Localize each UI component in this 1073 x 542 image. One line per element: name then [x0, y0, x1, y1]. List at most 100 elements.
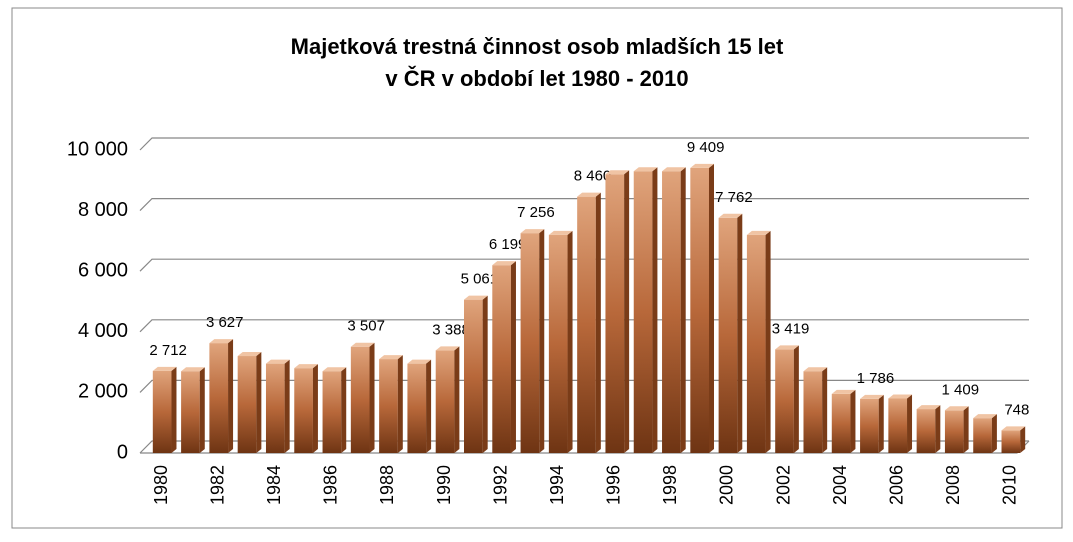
x-tick-label: 1992	[490, 465, 510, 505]
bar-top	[294, 364, 318, 369]
bar-top	[746, 230, 771, 235]
bar	[350, 346, 370, 453]
bar	[209, 343, 229, 453]
bar-side	[935, 405, 941, 453]
x-tick-label: 2004	[830, 465, 850, 505]
bar-top	[265, 359, 290, 364]
x-tick-label: 1986	[321, 465, 341, 505]
chart-title: v ČR v období let 1980 - 2010	[385, 66, 688, 91]
bar-side	[482, 295, 488, 453]
value-label: 7 762	[715, 189, 753, 206]
bar-top	[548, 230, 573, 235]
bar-side	[822, 367, 828, 453]
x-tick-label: 2008	[943, 465, 963, 505]
bar-top	[860, 394, 884, 399]
bar	[407, 363, 427, 453]
x-tick-label: 1984	[264, 465, 284, 505]
y-tick-label: 2 000	[78, 381, 128, 403]
bar	[746, 234, 766, 453]
bar-top	[662, 167, 686, 172]
value-label: 3 419	[772, 320, 810, 337]
y-tick-label: 4 000	[78, 320, 128, 342]
bar	[435, 350, 455, 453]
bar	[944, 410, 964, 453]
bar	[181, 371, 200, 453]
bar-side	[1020, 426, 1026, 453]
bar-side	[624, 170, 630, 454]
bar	[916, 409, 936, 453]
x-tick-label: 1996	[604, 465, 624, 505]
value-label: 7 256	[517, 204, 555, 221]
value-label: 5 061	[461, 271, 499, 288]
chart-title: Majetková trestná činnost osob mladších …	[291, 34, 784, 59]
bar	[152, 370, 172, 453]
x-tick-label: 2006	[886, 465, 906, 505]
bar	[662, 171, 681, 453]
y-tick-label: 10 000	[67, 138, 128, 160]
value-label: 3 388	[432, 321, 470, 338]
bar	[888, 398, 908, 453]
grid-line	[139, 198, 1029, 212]
bar	[464, 299, 483, 453]
bar-top	[916, 405, 941, 410]
bar	[775, 349, 794, 453]
x-tick-label: 2000	[717, 465, 737, 505]
bar	[548, 234, 568, 453]
bar-side	[228, 339, 234, 453]
bar-side	[539, 229, 545, 453]
y-tick-label: 0	[117, 441, 128, 463]
bar	[379, 359, 398, 453]
x-tick-label: 1982	[207, 465, 227, 505]
bar-top	[973, 414, 997, 419]
bar-top	[350, 342, 375, 347]
x-tick-label: 1988	[377, 465, 397, 505]
bar-top	[831, 389, 856, 394]
bar-side	[793, 345, 799, 453]
value-label: 1 786	[857, 370, 895, 387]
bar-side	[680, 167, 686, 453]
bar	[831, 393, 851, 453]
bar-top	[605, 170, 630, 175]
bar-side	[312, 364, 318, 453]
bar-top	[577, 192, 601, 197]
x-tick-label: 1994	[547, 465, 567, 505]
value-label: 1 409	[942, 381, 980, 398]
bar	[605, 174, 625, 454]
bar-top	[181, 367, 205, 372]
bar-top	[322, 367, 347, 372]
y-tick-label: 8 000	[78, 199, 128, 221]
bar-side	[369, 342, 375, 453]
bar	[803, 371, 823, 453]
bar	[973, 418, 992, 453]
bar-top	[888, 394, 913, 399]
x-tick-label: 2010	[1000, 465, 1020, 505]
bar-side	[963, 406, 969, 453]
bar-top	[803, 367, 828, 372]
x-tick-label: 1980	[151, 465, 171, 505]
x-tick-label: 1990	[434, 465, 454, 505]
bar-top	[152, 366, 177, 371]
bar	[633, 171, 653, 453]
bar	[718, 217, 738, 453]
bar-top	[1001, 426, 1026, 431]
bar-side	[595, 192, 601, 454]
value-label: 748	[1004, 401, 1029, 418]
y-tick-label: 6 000	[78, 259, 128, 281]
bar-top	[407, 359, 432, 364]
bar	[237, 356, 257, 453]
bar-top	[633, 167, 658, 172]
value-label: 2 712	[149, 342, 187, 359]
bar	[1001, 430, 1021, 453]
bar	[520, 233, 540, 453]
bar-side	[652, 167, 658, 453]
bar-top	[492, 261, 516, 266]
value-label: 8 460	[574, 168, 612, 185]
bar-top	[379, 355, 403, 360]
bar-side	[454, 346, 460, 453]
bar-side	[256, 352, 262, 453]
bar-side	[284, 359, 290, 453]
value-label: 3 627	[206, 314, 244, 331]
value-label: 9 409	[687, 139, 725, 156]
